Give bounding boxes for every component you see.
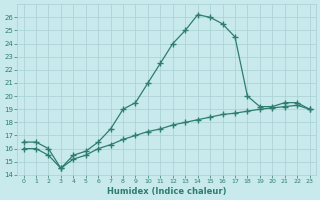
X-axis label: Humidex (Indice chaleur): Humidex (Indice chaleur) (107, 187, 226, 196)
